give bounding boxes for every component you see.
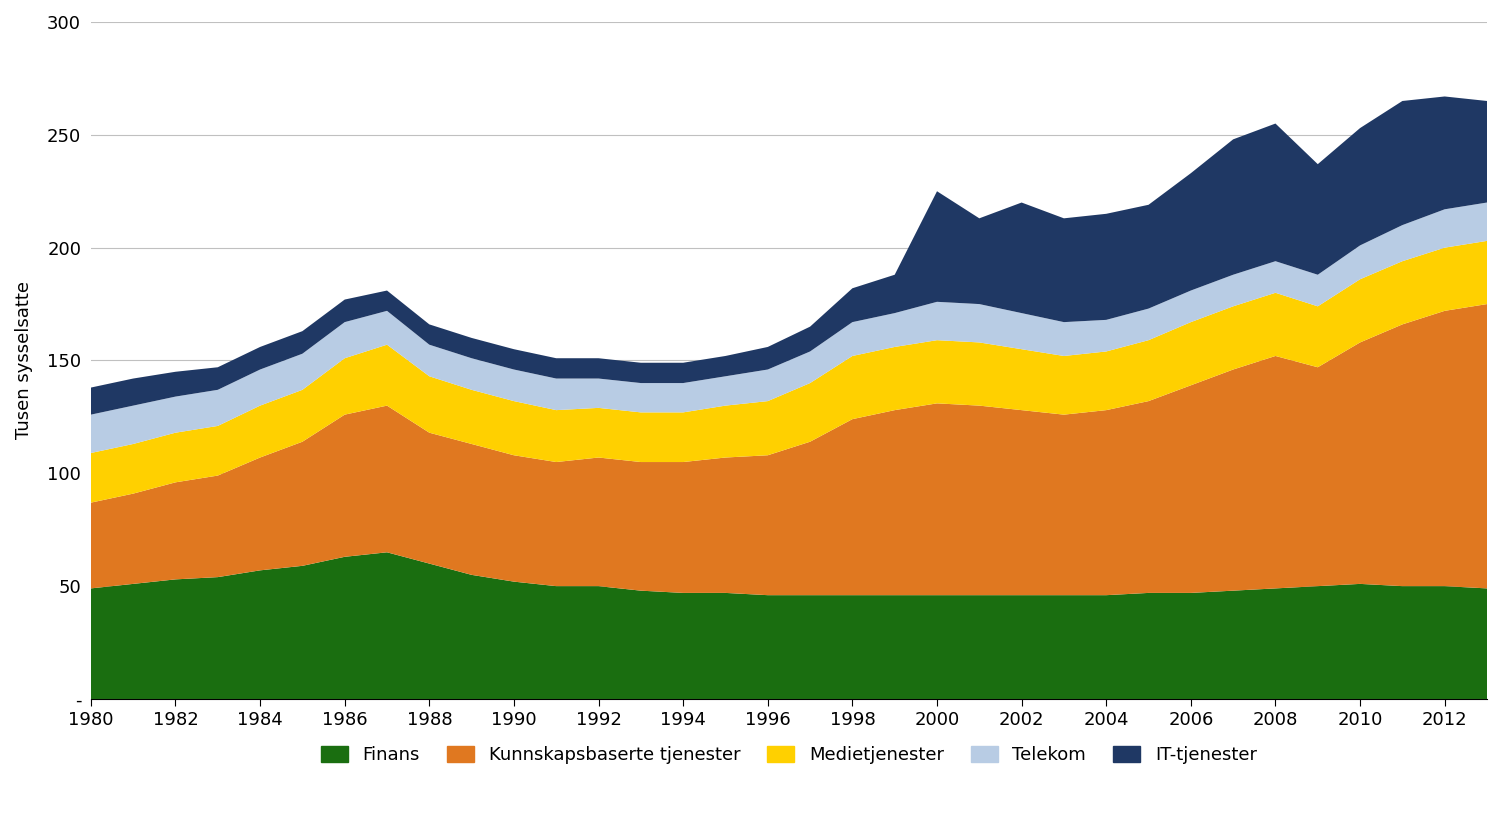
Legend: Finans, Kunnskapsbaserte tjenester, Medietjenester, Telekom, IT-tjenester: Finans, Kunnskapsbaserte tjenester, Medi… — [314, 738, 1265, 771]
Y-axis label: Tusen sysselsatte: Tusen sysselsatte — [15, 281, 33, 440]
